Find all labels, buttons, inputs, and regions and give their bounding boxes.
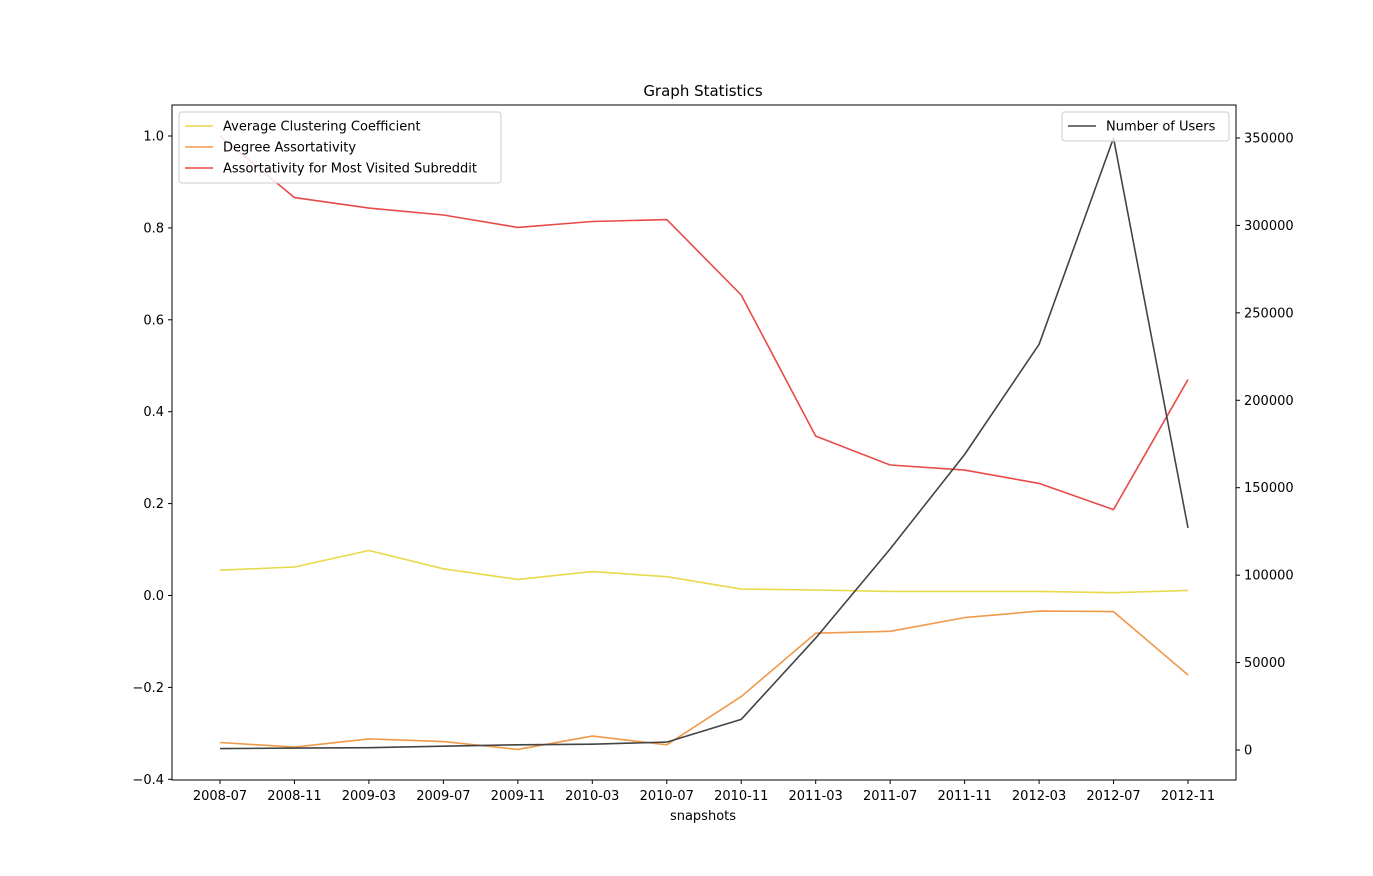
x-axis-label: snapshots (670, 809, 736, 824)
series-line-1 (219, 610, 1189, 751)
x-tick-label: 2010-03 (565, 789, 619, 804)
y-tick-label-left: −0.4 (132, 773, 164, 788)
y-tick-label-right: 200000 (1244, 394, 1294, 409)
y-tick-label-left: 0.4 (143, 405, 164, 420)
y-tick-label-left: 1.0 (143, 130, 164, 145)
legend-box (1061, 111, 1230, 142)
y-tick-label-right: 0 (1244, 744, 1252, 759)
x-tick-label: 2011-07 (863, 789, 917, 804)
legend-box (178, 111, 502, 184)
y-tick-label-left: −0.2 (132, 681, 164, 696)
y-tick-label-right: 50000 (1244, 656, 1285, 671)
x-tick-label: 2012-07 (1086, 789, 1140, 804)
chart-title: Graph Statistics (643, 82, 763, 100)
x-tick-label: 2008-07 (193, 789, 247, 804)
y-tick-label-left: 0.2 (143, 497, 164, 512)
series-line-2 (219, 135, 1189, 511)
axes: 2008-07 2008-11 2009-03 2009-07 2009-11 2010-… (132, 104, 1294, 804)
legend-label: Degree Assortativity (223, 141, 356, 156)
x-tick-label: 2009-11 (491, 789, 545, 804)
x-tick-label: 2011-11 (937, 789, 991, 804)
x-tick-label: 2011-03 (789, 789, 843, 804)
y-tick-label-right: 250000 (1244, 306, 1294, 321)
x-tick-label: 2010-11 (714, 789, 768, 804)
series-line-0 (219, 549, 1189, 594)
y-tick-label-left: 0.8 (143, 221, 164, 236)
x-tick-label: 2012-11 (1161, 789, 1215, 804)
y-tick-label-left: 0.6 (143, 313, 164, 328)
legend-label: Number of Users (1106, 120, 1216, 135)
x-tick-label: 2010-07 (640, 789, 694, 804)
x-tick-label: 2009-07 (416, 789, 470, 804)
legend-label: Average Clustering Coefficient (223, 120, 421, 135)
y-tick-label-right: 150000 (1244, 481, 1294, 496)
plot-area (219, 135, 1189, 751)
y-tick-label-left: 0.0 (143, 589, 164, 604)
x-tick-label: 2012-03 (1012, 789, 1066, 804)
x-tick-label: 2008-11 (267, 789, 321, 804)
legend-left: Average Clustering Coefficient Degree Ass… (178, 111, 502, 184)
legend-label: Assortativity for Most Visited Subreddit (223, 162, 477, 177)
y-tick-label-right: 100000 (1244, 569, 1294, 584)
x-tick-label: 2009-03 (342, 789, 396, 804)
y-tick-label-right: 300000 (1244, 219, 1294, 234)
legend-right: Number of Users (1061, 111, 1230, 142)
y-tick-label-right: 350000 (1244, 131, 1294, 146)
plot-frame (171, 104, 1237, 781)
series-line-3 (219, 137, 1189, 750)
